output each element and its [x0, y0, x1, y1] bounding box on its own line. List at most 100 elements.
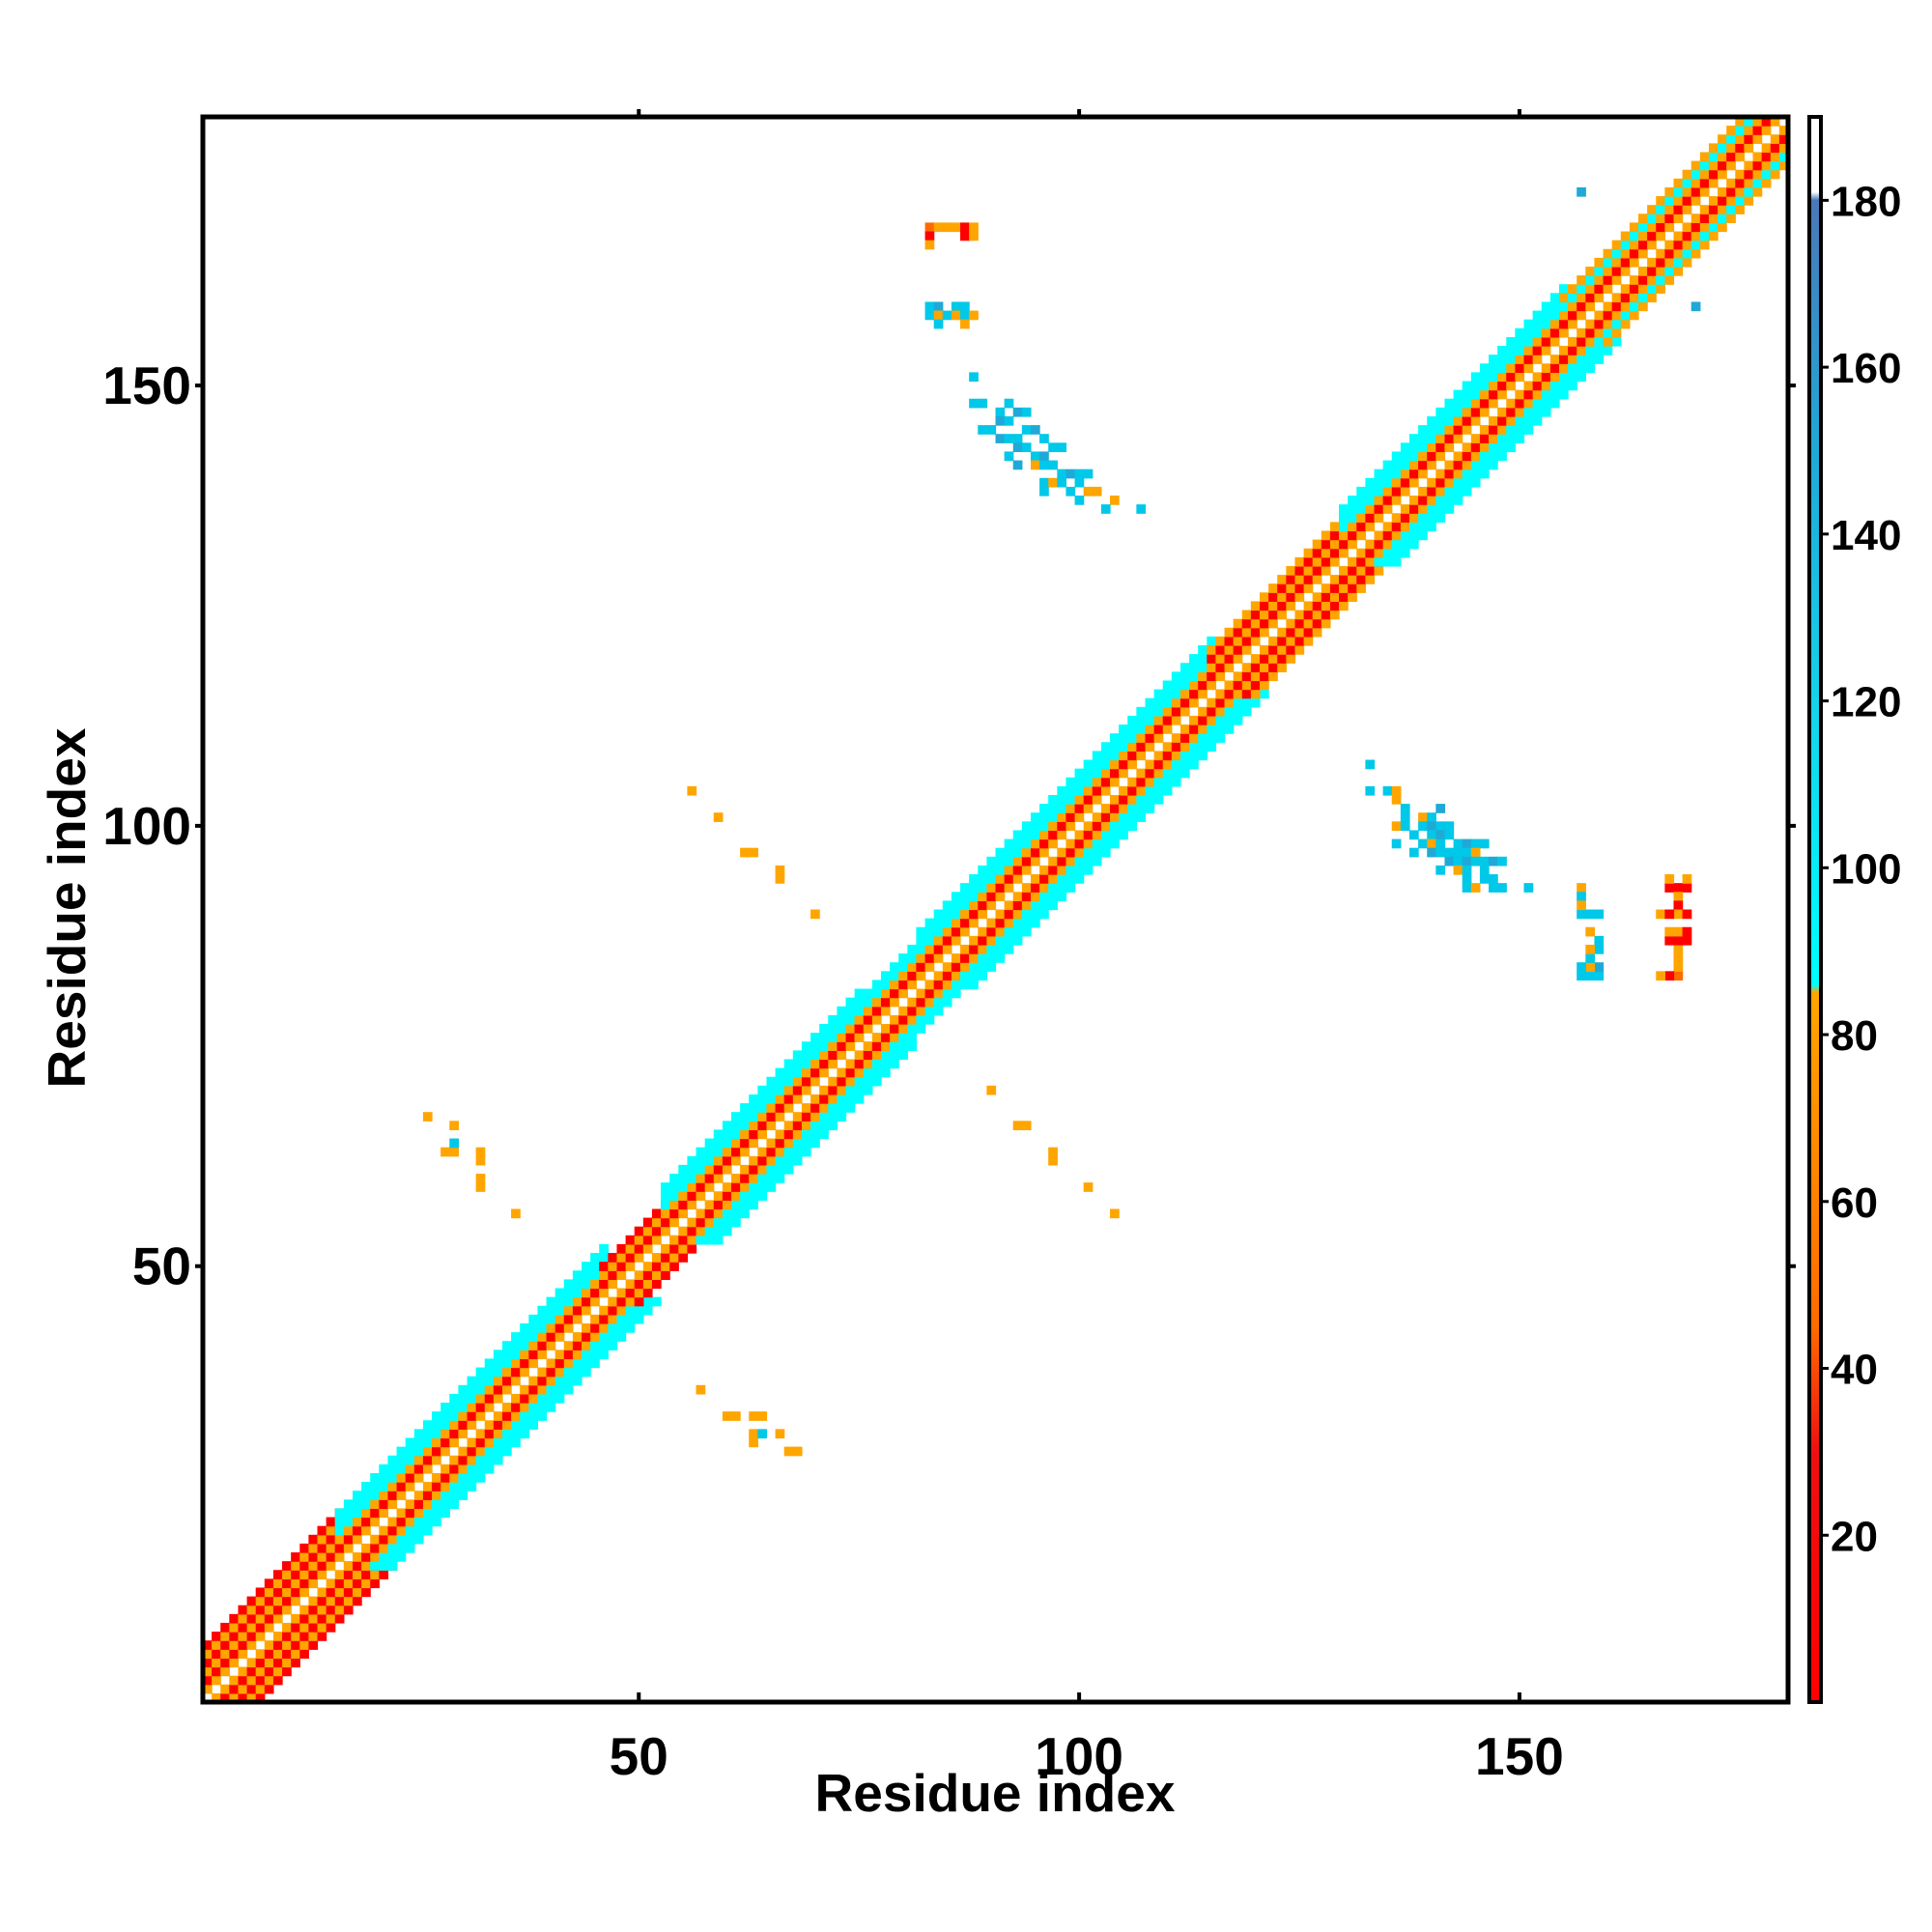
contact-cell [704, 1147, 715, 1157]
contact-cell [590, 1262, 600, 1271]
contact-cell [1682, 874, 1692, 884]
contact-cell [1215, 689, 1226, 699]
contact-cell [1233, 671, 1243, 682]
contact-cell [801, 1129, 811, 1140]
contact-cell [898, 1041, 908, 1051]
contact-cell [1391, 469, 1402, 479]
contact-cell [282, 1658, 292, 1668]
contact-cell [1241, 645, 1252, 655]
contact-cell [1382, 504, 1393, 514]
contact-cell [1400, 522, 1410, 532]
contact-cell [1400, 451, 1410, 462]
contact-cell [871, 988, 882, 999]
contact-cell [458, 1429, 469, 1439]
contact-cell [511, 1358, 521, 1369]
contact-cell [387, 1491, 398, 1500]
contact-cell [272, 1578, 283, 1589]
contact-cell [749, 1411, 758, 1421]
contact-cell [1312, 610, 1322, 620]
contact-cell [246, 1675, 257, 1686]
contact-cell [1092, 830, 1102, 840]
contact-cell [1682, 205, 1692, 214]
contact-cell [828, 1041, 838, 1051]
contact-cell [634, 1314, 644, 1324]
contact-cell [1074, 804, 1085, 813]
contact-cell [1506, 355, 1516, 364]
contact-cell [396, 1508, 407, 1519]
contact-cell [291, 1658, 300, 1668]
contact-cell [651, 1235, 662, 1245]
contact-cell [370, 1552, 380, 1562]
contact-cell [291, 1552, 300, 1562]
contact-cell [1664, 935, 1675, 946]
contact-cell [1012, 847, 1023, 858]
contact-cell [916, 1006, 926, 1016]
contact-cell [387, 1543, 398, 1553]
contact-cell [405, 1508, 415, 1519]
contact-cell [1374, 565, 1384, 576]
contact-cell [608, 1332, 618, 1342]
contact-cell [1568, 336, 1577, 347]
contact-cell [440, 1403, 450, 1412]
contact-cell [942, 909, 952, 920]
contact-cell [317, 1570, 327, 1579]
contact-cell [722, 1138, 732, 1149]
contact-cell [1408, 847, 1419, 858]
contact-cell [1039, 812, 1049, 822]
contact-cell [1515, 407, 1525, 417]
contact-cell [1145, 715, 1155, 725]
contact-cell [907, 1033, 918, 1042]
contact-cell [1673, 900, 1684, 911]
contact-cell [1673, 909, 1684, 920]
contact-cell [422, 1112, 433, 1122]
contact-cell [475, 1182, 486, 1192]
contact-cell [1303, 575, 1314, 584]
contact-cell [528, 1403, 539, 1412]
contact-cell [819, 1033, 829, 1042]
contact-cell [1549, 301, 1560, 312]
contact-cell [1638, 231, 1648, 242]
contact-cell [1647, 275, 1657, 285]
contact-cell [387, 1499, 398, 1510]
contact-cell [1382, 469, 1393, 479]
contact-cell [1462, 407, 1472, 417]
contact-cell [969, 883, 979, 893]
contact-cell [396, 1534, 407, 1545]
contact-cell [933, 310, 944, 321]
contact-cell [1004, 900, 1014, 911]
contact-cell [1585, 336, 1596, 347]
contact-cell [1127, 733, 1137, 743]
contact-cell [1374, 469, 1384, 479]
contact-cell [1391, 522, 1402, 532]
contact-cell [678, 1191, 689, 1201]
contact-cell [916, 953, 926, 963]
contact-cell [969, 231, 979, 242]
contact-cell [863, 1006, 873, 1016]
contact-cell [282, 1622, 292, 1633]
contact-cell [1057, 847, 1067, 858]
contact-cell [1321, 610, 1331, 620]
contact-cell [413, 1525, 424, 1536]
contact-cell [1100, 742, 1111, 752]
contact-cell [546, 1358, 556, 1369]
contact-cell [272, 1570, 283, 1579]
contact-cell [1039, 486, 1049, 497]
contact-cell [792, 1094, 803, 1104]
contact-cell [326, 1613, 336, 1624]
contact-cell [229, 1692, 240, 1703]
contact-cell [370, 1482, 380, 1492]
contact-cell [1348, 496, 1357, 505]
contact-cell [1224, 645, 1235, 655]
contact-cell [590, 1358, 600, 1369]
contact-cell [582, 1332, 591, 1342]
contact-cell [1207, 724, 1217, 734]
contact-cell [792, 1076, 803, 1087]
contact-cell [924, 944, 935, 954]
contact-cell [511, 1341, 521, 1350]
contact-cell [1074, 856, 1085, 867]
contact-cell [1408, 513, 1419, 523]
contact-cell [1391, 785, 1402, 796]
contact-cell [1004, 909, 1014, 920]
contact-cell [845, 1033, 856, 1042]
contact-cell [1162, 697, 1173, 708]
